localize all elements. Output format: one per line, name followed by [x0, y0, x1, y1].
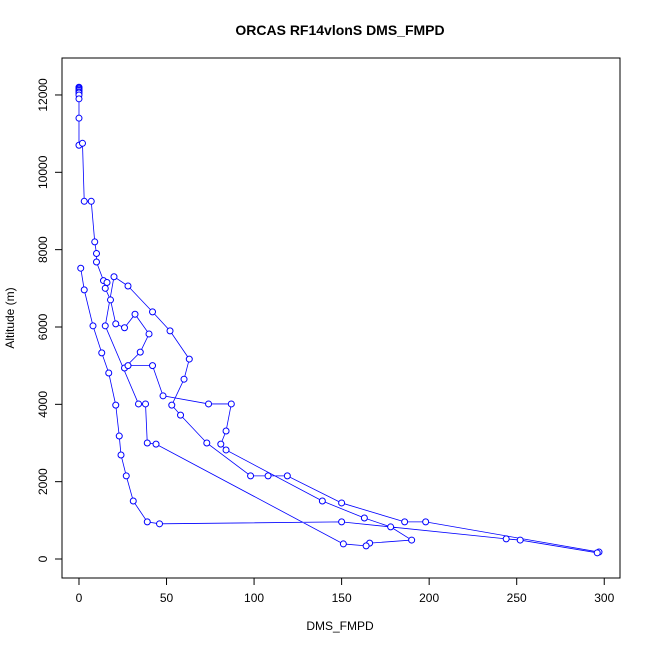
- data-point: [142, 400, 150, 408]
- data-point: [143, 518, 151, 526]
- data-point: [222, 427, 230, 435]
- data-point: [362, 542, 370, 550]
- data-point: [168, 401, 176, 409]
- data-point: [408, 536, 416, 544]
- data-point: [159, 392, 167, 400]
- data-point: [92, 250, 100, 258]
- data-point: [87, 197, 95, 205]
- data-point: [338, 518, 346, 526]
- data-point: [101, 322, 109, 330]
- x-tick-label: 100: [244, 591, 264, 605]
- data-point: [516, 536, 524, 544]
- data-point: [180, 375, 188, 383]
- data-point: [502, 535, 510, 543]
- data-point: [91, 238, 99, 246]
- data-point: [143, 439, 151, 447]
- data-point: [122, 472, 130, 480]
- data-point: [80, 286, 88, 294]
- x-tick-label: 50: [160, 591, 174, 605]
- data-point: [92, 258, 100, 266]
- data-point: [121, 324, 129, 332]
- data-point: [105, 369, 113, 377]
- data-point: [124, 362, 132, 370]
- data-point: [227, 400, 235, 408]
- data-point: [152, 440, 160, 448]
- data-point: [106, 296, 114, 304]
- data-point: [360, 514, 368, 522]
- data-point: [149, 308, 157, 316]
- y-tick-label: 4000: [36, 391, 50, 418]
- x-axis-label: DMS_FMPD: [306, 619, 374, 633]
- data-point: [318, 497, 326, 505]
- data-point: [112, 320, 120, 328]
- data-point: [75, 114, 83, 122]
- chart-title: ORCAS RF14vlonS DMS_FMPD: [235, 22, 444, 38]
- data-point: [247, 472, 255, 480]
- data-point: [422, 518, 430, 526]
- data-point: [112, 401, 120, 409]
- x-tick-label: 300: [594, 591, 614, 605]
- y-tick-label: 12000: [36, 78, 50, 112]
- data-point: [264, 472, 272, 480]
- data-point: [129, 497, 137, 505]
- data-point: [156, 520, 164, 528]
- data-point: [145, 330, 153, 338]
- plot-frame: [61, 57, 621, 579]
- data-point: [177, 411, 185, 419]
- y-tick-label: 6000: [36, 313, 50, 340]
- data-point: [593, 549, 601, 557]
- y-tick-label: 0: [36, 555, 50, 562]
- data-point: [185, 355, 193, 363]
- data-point: [217, 440, 225, 448]
- data-point: [80, 197, 88, 205]
- data-point: [77, 264, 85, 272]
- y-tick-label: 8000: [36, 236, 50, 263]
- y-tick-label: 10000: [36, 155, 50, 189]
- data-point: [338, 499, 346, 507]
- data-point: [131, 310, 139, 318]
- data-point: [115, 432, 123, 440]
- data-point: [117, 451, 125, 459]
- x-tick-label: 250: [507, 591, 527, 605]
- data-point: [135, 400, 143, 408]
- x-tick-label: 200: [419, 591, 439, 605]
- data-line: [78, 87, 601, 554]
- x-tick-label: 0: [76, 591, 83, 605]
- data-point: [89, 322, 97, 330]
- data-point: [75, 95, 83, 103]
- data-point: [103, 279, 111, 287]
- data-point: [78, 139, 86, 147]
- data-point: [124, 282, 132, 290]
- data-point: [387, 523, 395, 531]
- data-point: [98, 349, 106, 357]
- data-point: [136, 348, 144, 356]
- data-point: [149, 362, 157, 370]
- data-point: [283, 472, 291, 480]
- data-point: [110, 273, 118, 281]
- data-point: [401, 518, 409, 526]
- data-point: [203, 439, 211, 447]
- y-axis-label: Altitude (m): [3, 287, 17, 348]
- data-point: [166, 327, 174, 335]
- data-point: [339, 540, 347, 548]
- y-tick-label: 2000: [36, 468, 50, 495]
- x-tick-label: 150: [332, 591, 352, 605]
- data-point: [222, 446, 230, 454]
- data-point: [205, 400, 213, 408]
- data-point: [101, 284, 109, 292]
